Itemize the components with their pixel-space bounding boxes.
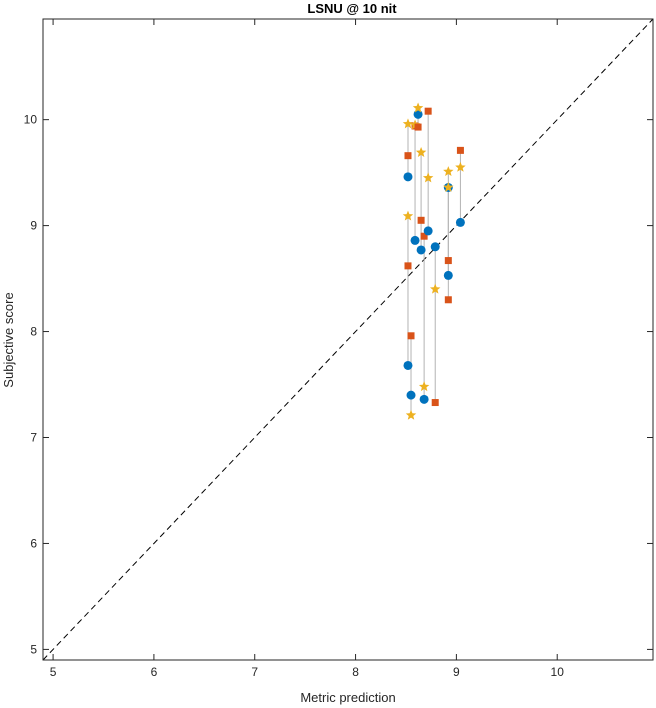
star-point xyxy=(429,283,441,294)
star-point xyxy=(405,409,417,420)
star-point xyxy=(443,166,454,177)
square-point xyxy=(404,152,412,160)
star-point xyxy=(443,181,454,192)
square-point xyxy=(404,262,412,270)
y-tick-label: 8 xyxy=(30,325,37,339)
x-tick-label: 10 xyxy=(551,665,565,679)
tick-layer: 5 6 7 8 9 10 5 6 7 8 9 10 xyxy=(24,19,653,679)
star-point xyxy=(422,172,434,183)
star-point xyxy=(402,210,414,221)
circle-point xyxy=(410,235,420,245)
square-point xyxy=(414,123,422,131)
circle-point xyxy=(423,226,433,236)
circle-point xyxy=(403,172,413,182)
y-axis-label: Subjective score xyxy=(1,292,16,387)
x-tick-label: 7 xyxy=(251,665,258,679)
square-point xyxy=(444,257,452,265)
y-tick-label: 6 xyxy=(30,536,37,550)
square-point xyxy=(431,399,439,407)
square-point xyxy=(444,296,452,304)
circle-point xyxy=(443,270,453,280)
marker-layer xyxy=(402,102,466,420)
square-point xyxy=(456,146,464,154)
reference-line-layer xyxy=(42,18,654,661)
x-axis-label: Metric prediction xyxy=(300,690,395,705)
reference-line xyxy=(42,18,654,661)
star-point xyxy=(412,102,424,113)
plot-frame xyxy=(42,18,654,661)
x-tick-label: 9 xyxy=(453,665,460,679)
square-point xyxy=(407,332,415,340)
y-tick-label: 10 xyxy=(24,113,38,127)
y-tick-label: 7 xyxy=(30,431,37,445)
star-point xyxy=(455,161,466,172)
y-tick-label: 5 xyxy=(30,642,37,656)
square-point xyxy=(420,232,428,240)
x-tick-label: 8 xyxy=(352,665,359,679)
circle-point xyxy=(455,217,465,227)
star-point xyxy=(402,118,414,129)
circle-point xyxy=(430,242,440,252)
square-point xyxy=(424,107,432,115)
circle-point xyxy=(406,390,416,400)
x-tick-label: 5 xyxy=(50,665,57,679)
square-point xyxy=(417,216,425,224)
circle-point xyxy=(416,245,426,255)
y-tick-label: 9 xyxy=(30,219,37,233)
circle-point xyxy=(419,394,429,404)
x-tick-label: 6 xyxy=(151,665,158,679)
circle-point xyxy=(413,109,423,119)
circle-point xyxy=(403,360,413,370)
chart-title: LSNU @ 10 nit xyxy=(307,1,397,16)
star-point xyxy=(418,381,430,392)
star-point xyxy=(415,147,427,157)
